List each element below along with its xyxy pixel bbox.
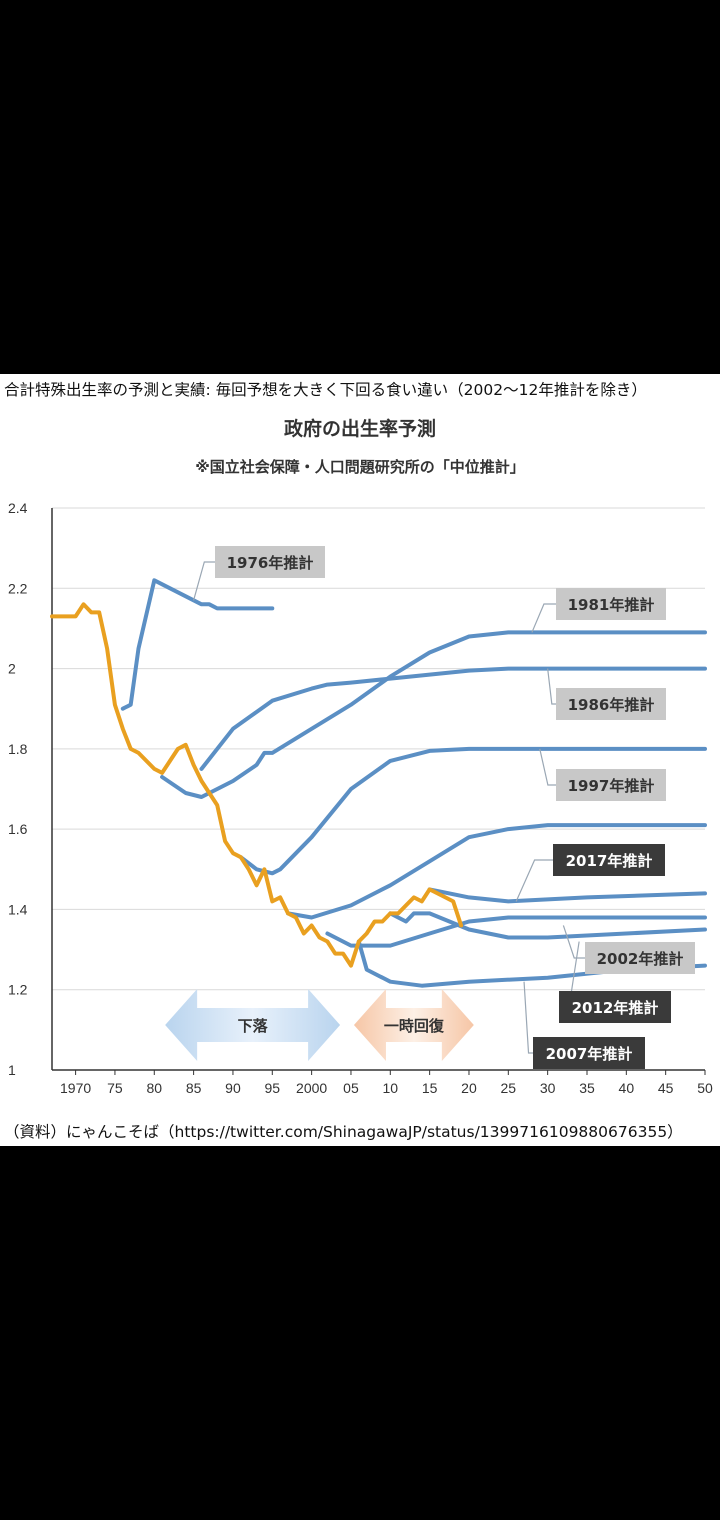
projection-line [120,578,275,711]
x-tick-label: 1970 [60,1080,91,1096]
projection-line [286,823,707,920]
fertility-projection-chart: 1 1.2 1.4 1.6 1.8 2 2.2 2.4 1970 75 80 85 90 95 2000 05… [8,500,713,1096]
y-tick-label: 1.2 [8,982,28,998]
label-box [556,588,666,620]
projection-label: 1976年推計 [227,554,314,572]
y-tick-label: 2 [8,661,16,677]
x-tick-label: 50 [697,1080,713,1096]
y-tick-label: 1.8 [8,741,28,757]
projection-label: 1997年推計 [568,777,655,795]
decline-arrow [165,989,341,1061]
projection-label: 2007年推計 [546,1045,633,1063]
headline: 合計特殊出生率の予測と実績: 毎回予想を大きく下回る食い違い（2002〜12年推… [4,381,647,399]
y-tick-label: 2.2 [8,580,28,596]
label-leader-line [531,603,556,633]
label-leader-line [193,561,215,601]
label-box [559,991,671,1023]
label-leader-line [562,925,585,959]
projection-label: 2002年推計 [597,950,684,968]
projection-label: 1981年推計 [568,596,655,614]
x-tick-label: 25 [501,1080,517,1096]
label-box [553,844,665,876]
label-leader-line [547,668,556,705]
x-tick-label: 85 [186,1080,202,1096]
source-note: （資料）にゃんこそば（https://twitter.com/Shinagawa… [4,1123,683,1141]
projection-line [427,887,707,904]
x-tick-label: 40 [619,1080,635,1096]
x-tick-label: 2000 [296,1080,327,1096]
y-tick-label: 1 [8,1062,16,1078]
actual-line [50,602,464,968]
label-box [556,688,666,720]
x-tick-label: 80 [146,1080,162,1096]
projection-label: 2017年推計 [566,852,653,870]
label-leader-line [539,748,556,786]
x-tick-label: 90 [225,1080,241,1096]
x-tick-label: 05 [343,1080,359,1096]
projection-label: 2012年推計 [572,999,659,1017]
arrow-label: 下落 [238,1017,269,1035]
chart-subtitle: ※国立社会保障・人口問題研究所の「中位推計」 [195,458,525,476]
x-tick-label: 95 [265,1080,281,1096]
label-box [556,769,666,801]
x-tick-label: 20 [461,1080,477,1096]
y-tick-label: 1.4 [8,901,28,917]
label-box [215,546,325,578]
label-leader-line [523,981,533,1054]
projection-line [388,911,707,940]
y-tick-label: 1.6 [8,821,28,837]
chart-title: 政府の出生率予測 [283,418,436,440]
x-tick-label: 10 [383,1080,399,1096]
projection-line [160,630,707,799]
label-box [585,942,695,974]
projection-label: 1986年推計 [568,696,655,714]
recovery-arrow [353,989,474,1061]
x-tick-label: 75 [107,1080,123,1096]
label-leader-line [515,859,553,902]
label-box [533,1037,645,1069]
x-tick-label: 15 [422,1080,438,1096]
arrow-label: 一時回復 [384,1017,445,1035]
x-tick-label: 35 [579,1080,595,1096]
y-tick-label: 2.4 [8,500,28,516]
projection-line [199,666,707,771]
x-tick-label: 30 [540,1080,556,1096]
x-tick-label: 45 [658,1080,674,1096]
